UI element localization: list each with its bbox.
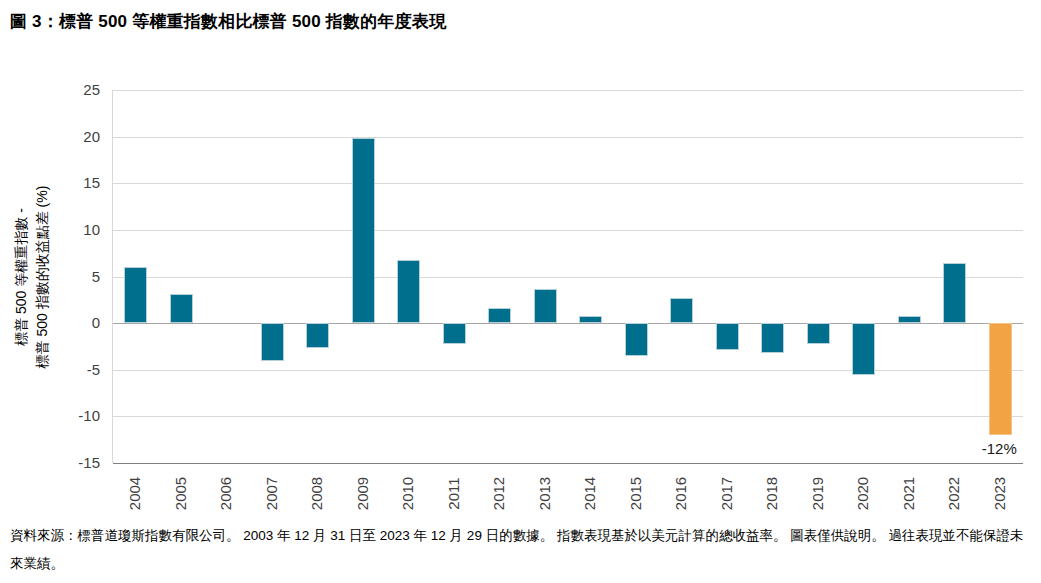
figure-3-chart-panel: 圖 3：標普 500 等權重指數相比標普 500 指數的年度表現 標普 500 … [0,0,1041,583]
x-tick-label-2014: 2014 [567,467,613,519]
x-tick-label-text: 2022 [945,476,962,509]
y-tick-label-0: 0 [54,314,100,332]
x-tick-label-2011: 2011 [431,467,477,519]
x-tick-label-2023: 2023 [977,467,1023,519]
gridline-0 [113,323,1023,324]
y-tick-label--10: -10 [54,407,100,425]
x-tick-label-2022: 2022 [931,467,977,519]
x-tick-label-2010: 2010 [385,467,431,519]
x-tick-label-2016: 2016 [658,467,704,519]
x-tick-label-2013: 2013 [522,467,568,519]
x-tick-label-2009: 2009 [340,467,386,519]
y-tick-label-5: 5 [54,268,100,286]
x-tick-label-2008: 2008 [294,467,340,519]
x-tick-label-text: 2021 [900,476,917,509]
bar-2013 [534,289,557,324]
y-tick-label-20: 20 [54,128,100,146]
bar-2019 [807,323,830,344]
y-tick-label-25: 25 [54,81,100,99]
bar-2017 [716,323,739,350]
bar-2008 [306,323,329,348]
data-label-2023: -12% [969,440,1031,457]
y-axis-title: 標普 500 等權重指數 - 標普 500 指數的收益點差 (%) [4,90,60,463]
bar-2014 [579,316,602,323]
y-axis-title-line2: 標普 500 指數的收益點差 (%) [32,185,53,368]
gridline--10 [113,416,1023,417]
gridline-20 [113,137,1023,138]
x-tick-label-2021: 2021 [886,467,932,519]
gridline-15 [113,183,1023,184]
y-axis-title-line1: 標普 500 等權重指數 - [11,185,32,368]
x-tick-label-text: 2016 [672,476,689,509]
x-tick-label-text: 2004 [126,476,143,509]
y-tick-label--5: -5 [54,361,100,379]
x-tick-label-2007: 2007 [249,467,295,519]
x-axis-labels: 2004 2005 2006 2007 2008 2009 2010 2011 2012 2013… [112,467,1022,519]
x-tick-label-text: 2010 [399,476,416,509]
x-tick-label-text: 2023 [991,476,1008,509]
x-tick-label-2015: 2015 [613,467,659,519]
x-tick-label-2004: 2004 [112,467,158,519]
x-tick-label-text: 2014 [581,476,598,509]
bar-2021 [898,316,921,323]
x-tick-label-text: 2019 [809,476,826,509]
x-tick-label-text: 2006 [217,476,234,509]
bar-2010 [397,260,420,323]
plot-area [112,90,1023,463]
x-tick-label-text: 2020 [854,476,871,509]
bar-2018 [761,323,784,353]
bar-2020 [852,323,875,375]
x-tick-label-2005: 2005 [158,467,204,519]
x-tick-label-text: 2015 [627,476,644,509]
bar-2004 [124,267,147,323]
y-tick-label--15: -15 [54,454,100,472]
bar-2016 [670,298,693,323]
bar-2011 [443,323,466,344]
y-tick-label-10: 10 [54,221,100,239]
gridline-5 [113,277,1023,278]
bar-2007 [261,323,284,361]
source-note: 資料來源：標普道瓊斯指數有限公司。 2003 年 12 月 31 日至 2023… [10,522,1034,578]
gridline--5 [113,370,1023,371]
x-tick-label-2012: 2012 [476,467,522,519]
gridline-10 [113,230,1023,231]
x-tick-label-2006: 2006 [203,467,249,519]
x-tick-label-text: 2007 [263,476,280,509]
y-axis-title-text: 標普 500 等權重指數 - 標普 500 指數的收益點差 (%) [11,185,53,368]
gridline-25 [113,90,1023,91]
x-tick-label-text: 2005 [172,476,189,509]
gridline--15 [113,463,1023,464]
x-tick-label-2020: 2020 [840,467,886,519]
y-tick-label-15: 15 [54,174,100,192]
chart-title: 圖 3：標普 500 等權重指數相比標普 500 指數的年度表現 [10,10,446,33]
x-tick-label-2019: 2019 [795,467,841,519]
x-tick-label-text: 2018 [763,476,780,509]
bar-2009 [352,138,375,323]
bar-2015 [625,323,648,356]
x-tick-label-text: 2008 [308,476,325,509]
x-tick-label-text: 2013 [536,476,553,509]
x-tick-label-2017: 2017 [704,467,750,519]
bar-2012 [488,308,511,323]
x-tick-label-2018: 2018 [749,467,795,519]
x-tick-label-text: 2009 [354,476,371,509]
bar-2022 [943,263,966,324]
x-tick-label-text: 2017 [718,476,735,509]
bar-2023 [989,323,1012,435]
bar-2005 [170,294,193,323]
x-tick-label-text: 2011 [445,477,462,509]
x-tick-label-text: 2012 [490,476,507,509]
